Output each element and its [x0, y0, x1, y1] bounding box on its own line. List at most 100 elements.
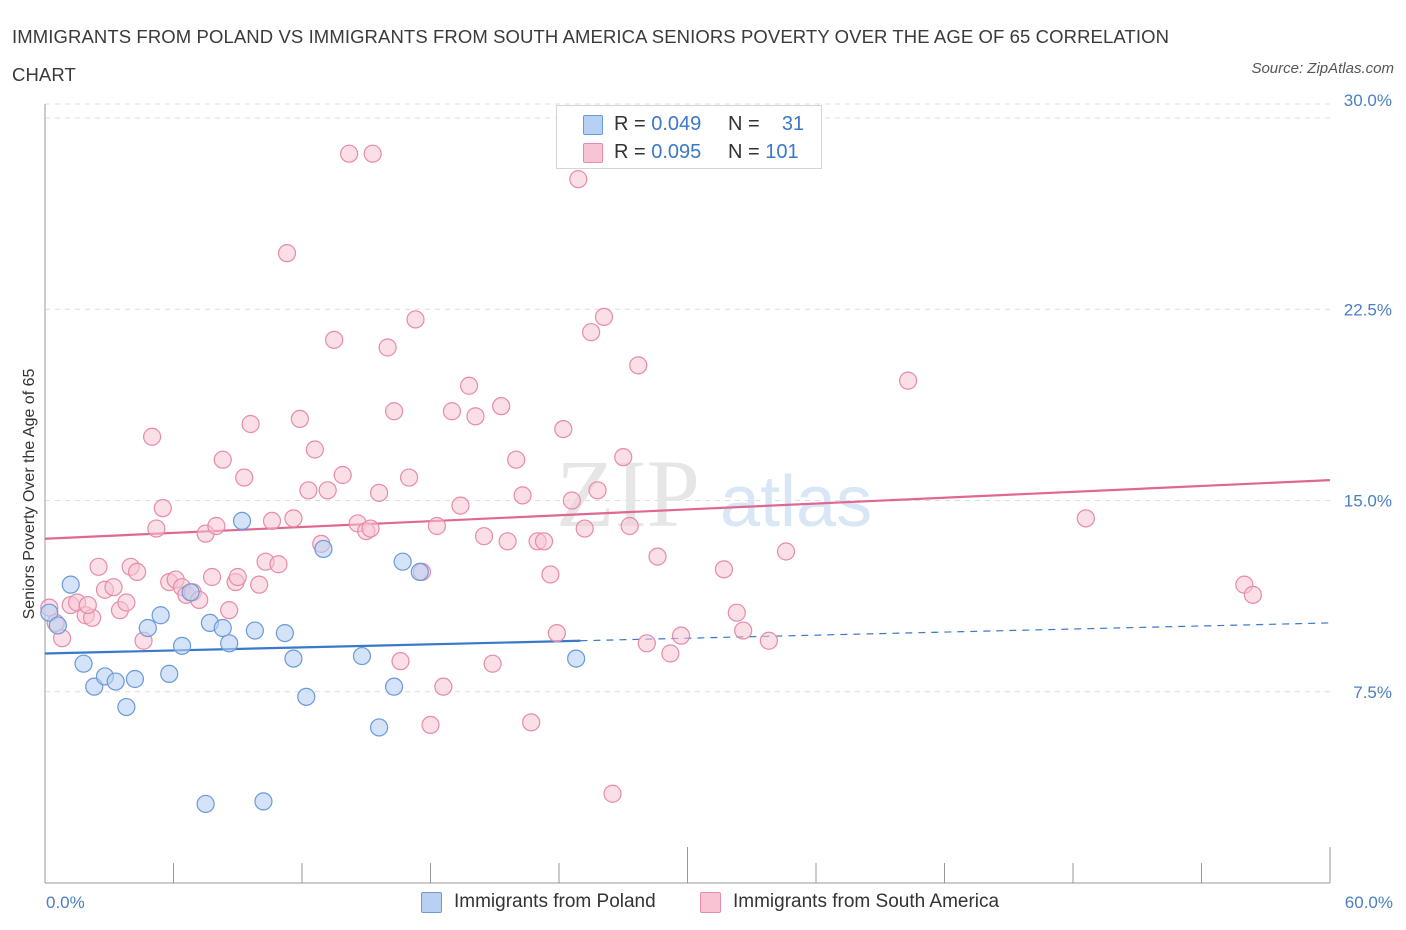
point-south-america	[427, 516, 447, 536]
point-south-america	[361, 519, 380, 538]
legend-n-label: N =	[728, 141, 766, 163]
point-south-america	[562, 491, 581, 510]
legend-row-poland: R = 0.049 N = 31	[557, 110, 821, 138]
point-south-america	[147, 519, 166, 538]
point-south-america	[569, 170, 588, 189]
point-south-america	[340, 144, 359, 163]
point-south-america	[498, 532, 517, 551]
point-poland	[48, 616, 67, 635]
data-points	[40, 144, 1263, 814]
point-poland	[40, 603, 59, 622]
point-south-america	[727, 603, 746, 622]
trend-line-poland-extension	[580, 622, 1331, 642]
point-south-america	[1243, 585, 1263, 604]
legend-swatch-south-america	[700, 892, 721, 913]
legend-swatch-poland	[583, 115, 603, 135]
point-south-america	[534, 532, 554, 551]
point-poland	[314, 539, 333, 559]
point-poland	[370, 718, 389, 737]
point-south-america	[142, 427, 162, 446]
legend-label-south-america: Immigrants from South America	[733, 891, 1000, 912]
point-south-america	[207, 516, 226, 536]
point-south-america	[299, 481, 318, 500]
legend-r-label: R =	[614, 141, 652, 163]
point-poland	[384, 677, 404, 696]
point-south-america	[284, 509, 303, 528]
point-south-america	[483, 654, 502, 673]
point-south-america	[776, 542, 796, 561]
point-south-america	[250, 575, 269, 594]
point-south-america	[89, 557, 108, 576]
y-tick-label: 7.5%	[1353, 683, 1392, 702]
chart-title: IMMIGRANTS FROM POLAND VS IMMIGRANTS FRO…	[12, 26, 1170, 85]
legend-swatch-poland	[421, 892, 442, 913]
point-south-america	[213, 450, 232, 469]
trend-lines	[44, 479, 1331, 655]
point-south-america	[384, 402, 404, 421]
point-south-america	[104, 578, 123, 597]
point-south-america	[363, 144, 382, 163]
point-south-america	[714, 560, 734, 579]
tick-labels: 7.5% 15.0% 22.5% 30.0% 0.0% 60.0%	[46, 91, 1393, 912]
point-poland	[106, 672, 125, 691]
point-south-america	[637, 634, 656, 653]
point-poland	[232, 511, 252, 531]
x-tick-label: 0.0%	[46, 893, 85, 912]
point-south-america	[325, 330, 344, 349]
point-south-america	[1076, 509, 1095, 528]
point-south-america	[466, 407, 485, 426]
y-tick-label: 22.5%	[1344, 300, 1392, 319]
point-south-america	[522, 713, 541, 732]
point-poland	[172, 636, 192, 655]
point-south-america	[318, 481, 337, 500]
point-poland	[254, 792, 273, 811]
point-south-america	[474, 527, 494, 546]
point-south-america	[235, 468, 254, 487]
point-south-america	[507, 450, 526, 469]
point-south-america	[220, 601, 239, 620]
series-legend: Immigrants from Poland Immigrants from S…	[0, 888, 1406, 916]
point-poland	[74, 654, 93, 673]
point-south-america	[759, 631, 778, 650]
legend-r-value: 0.049	[651, 113, 702, 135]
point-south-america	[391, 652, 410, 671]
legend-row-south-america: R = 0.095 N = 101	[557, 138, 821, 166]
trend-line-poland	[44, 639, 581, 655]
point-south-america	[442, 402, 462, 421]
point-south-america	[262, 511, 282, 531]
point-south-america	[575, 519, 594, 538]
point-south-america	[661, 644, 680, 663]
axes	[44, 104, 1331, 884]
point-south-america	[269, 555, 288, 574]
source-label: Source: ZipAtlas.com	[1251, 60, 1394, 77]
point-south-america	[305, 440, 324, 459]
point-south-america	[78, 595, 97, 615]
point-poland	[125, 669, 145, 689]
point-south-america	[241, 414, 260, 434]
point-south-america	[451, 496, 470, 515]
legend-n-label: N =	[728, 113, 766, 135]
point-south-america	[202, 567, 222, 587]
legend-label-poland: Immigrants from Poland	[454, 891, 656, 912]
point-south-america	[434, 677, 453, 696]
grid-lines	[45, 103, 1330, 693]
point-poland	[138, 618, 157, 638]
point-south-america	[277, 244, 297, 263]
point-poland	[352, 646, 372, 666]
point-south-america	[492, 397, 511, 416]
legend-n-value: 101	[765, 141, 799, 163]
point-south-america	[629, 356, 648, 375]
point-south-america	[620, 516, 639, 536]
point-south-america	[117, 593, 136, 612]
point-poland	[410, 562, 429, 582]
point-south-america	[421, 715, 440, 735]
point-poland	[567, 649, 586, 668]
point-poland	[284, 649, 303, 668]
legend-r-label: R =	[614, 113, 652, 135]
point-south-america	[406, 310, 425, 329]
point-south-america	[459, 376, 479, 395]
point-south-america	[399, 468, 419, 487]
point-south-america	[370, 483, 389, 502]
point-south-america	[513, 486, 532, 505]
